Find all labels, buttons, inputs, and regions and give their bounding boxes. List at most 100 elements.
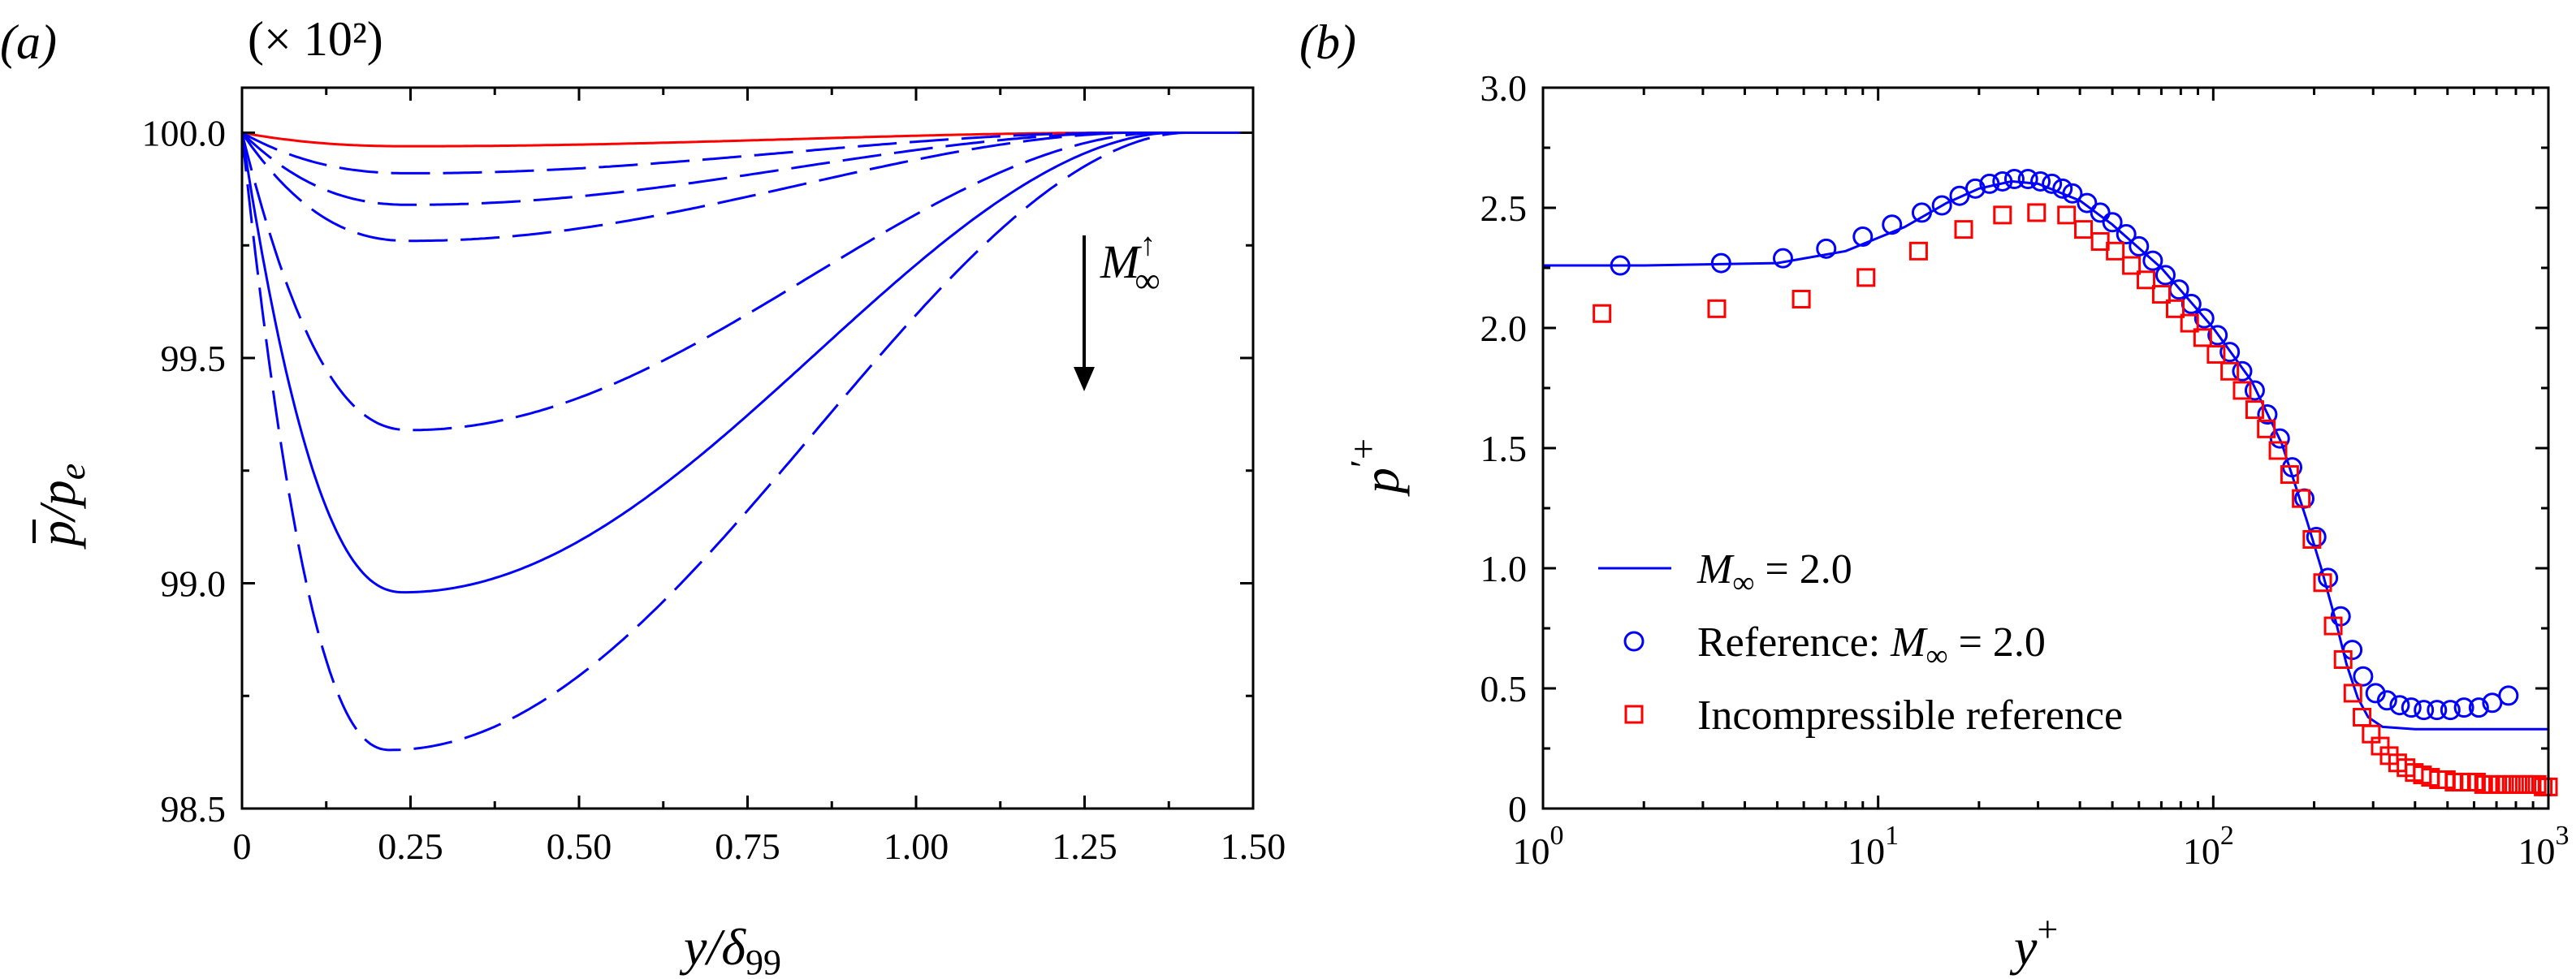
reference-point — [1816, 238, 1837, 259]
reference-point — [2440, 700, 2461, 721]
reference-point — [2453, 697, 2474, 718]
reference-point — [2414, 700, 2435, 721]
reference-point — [2116, 224, 2137, 245]
reference-point — [2193, 308, 2215, 329]
incompressible-point — [2165, 299, 2185, 318]
panel-a-label: (a) — [0, 15, 57, 69]
reference-point — [2294, 488, 2315, 509]
reference-point — [2017, 168, 2038, 189]
reference-point — [2077, 192, 2098, 213]
reference-point — [2306, 527, 2327, 548]
reference-point — [2498, 685, 2519, 706]
incompressible-point — [2257, 419, 2276, 438]
incompressible-point — [2333, 649, 2353, 669]
y-tick-label: 99.0 — [161, 563, 227, 605]
x-tick-label: 0 — [233, 826, 252, 867]
incompressible-point — [2302, 529, 2322, 549]
reference-point — [2244, 380, 2265, 401]
y-tick-label: 0 — [1508, 788, 1527, 830]
reference-point — [2219, 342, 2241, 363]
legend-circle-marker — [1623, 631, 1645, 652]
incompressible-point — [1792, 289, 1811, 308]
reference-point — [2090, 202, 2111, 223]
panel-a-y-tick-labels: 98.5 99.0 99.5 100.0 — [142, 113, 227, 830]
mach-annotation: M↑ ∞ — [1100, 226, 1160, 300]
panel-b-label: (b) — [1299, 15, 1356, 69]
reference-point — [2389, 695, 2410, 716]
incompressible-point — [2527, 774, 2547, 794]
panel-b-y-tick-labels: 0 0.5 1.0 1.5 2.0 2.5 3.0 — [1480, 67, 1528, 830]
reference-point — [2102, 212, 2123, 233]
panel-b-legend: M∞ = 2.0 Reference: M∞ = 2.0 Incompressi… — [1598, 546, 2123, 739]
reference-point — [1992, 170, 2013, 192]
x-tick-label: 1.00 — [884, 826, 949, 867]
reference-point — [1710, 252, 1731, 274]
panel-b: (b) 100 101 102 103 00.51.01.52.02.53.0 y+ … — [1299, 15, 2570, 976]
reference-point — [2269, 428, 2290, 449]
pressure-curve-3 — [240, 132, 1253, 206]
reference-point — [2427, 700, 2448, 721]
y-tick-label: 98.5 — [161, 788, 227, 830]
y-tick-label: 2.0 — [1480, 308, 1528, 349]
y-tick-label: 1.0 — [1480, 548, 1528, 589]
reference-point — [1852, 226, 1874, 248]
reference-point — [2468, 697, 2489, 718]
legend-entry-model: M∞ = 2.0 — [1696, 546, 1852, 600]
x-tick-label: 103 — [2518, 821, 2570, 872]
reference-point — [2155, 265, 2176, 286]
pressure-curve-4 — [240, 132, 1253, 243]
reference-point — [2232, 360, 2253, 382]
x-tick-label: 0.25 — [378, 826, 443, 867]
panel-a-x-tick-labels: 0 0.25 0.50 0.75 1.00 1.25 1.50 — [233, 826, 1286, 867]
reference-point — [2353, 666, 2374, 687]
incompressible-point — [2074, 220, 2094, 239]
panel-b-ticks — [1541, 86, 2550, 810]
legend-entry-incompressible: Incompressible reference — [1697, 692, 2123, 739]
reference-point — [2401, 697, 2422, 718]
incompressible-point — [2090, 231, 2110, 251]
legend-square-marker — [1624, 705, 1644, 724]
reference-point — [2003, 168, 2025, 189]
panel-b-x-tick-labels: 100 101 102 103 — [1513, 821, 2570, 872]
incompressible-point — [2027, 203, 2047, 222]
incompressible-point — [2313, 573, 2332, 593]
reference-point — [2129, 235, 2150, 257]
panel-a-ticks — [240, 88, 1255, 810]
incompressible-point — [2137, 270, 2156, 290]
incompressible-point — [2323, 616, 2343, 636]
incompressible-point — [1908, 241, 1928, 261]
x-tick-label: 0.75 — [715, 826, 780, 867]
reference-point — [1911, 202, 1932, 223]
pressure-curve-7 — [240, 132, 1253, 752]
x-tick-label: 0.50 — [547, 826, 612, 867]
pressure-curve-6 — [240, 132, 1253, 594]
reference-point — [2052, 178, 2073, 199]
incompressible-point — [2106, 241, 2125, 261]
reference-point — [2318, 567, 2339, 589]
reference-point — [1964, 178, 1986, 199]
incompressible-point — [2343, 684, 2362, 703]
incompressible-point — [2151, 285, 2171, 304]
y-tick-label: 100.0 — [142, 113, 227, 154]
reference-point — [1979, 173, 2000, 194]
panel-b-x-axis-label: y+ — [2009, 908, 2058, 976]
reference-point — [2257, 404, 2278, 425]
incompressible-point — [2292, 489, 2311, 508]
y-tick-label: 99.5 — [161, 338, 227, 379]
reference-point — [1772, 248, 1793, 269]
reference-point — [2482, 692, 2503, 714]
panel-b-y-axis-label: p′+ — [1342, 438, 1410, 497]
incompressible-point — [2206, 345, 2226, 364]
panel-a: (a) (× 10²) 0 0.25 0.50 0.75 1.00 1.25 1.50 98… — [0, 12, 1286, 979]
x-tick-label: 1.50 — [1221, 826, 1286, 867]
incompressible-point — [2232, 381, 2252, 400]
pressure-curve-5 — [240, 132, 1253, 432]
reference-point — [1882, 214, 1903, 235]
panel-a-curves — [240, 132, 1253, 752]
reference-point — [1931, 195, 1952, 216]
incompressible-point — [2220, 361, 2240, 381]
incompressible-point — [1856, 268, 1876, 287]
reference-point — [1610, 255, 1631, 276]
incompressible-point — [2193, 328, 2212, 347]
x-tick-label: 1.25 — [1052, 826, 1117, 867]
